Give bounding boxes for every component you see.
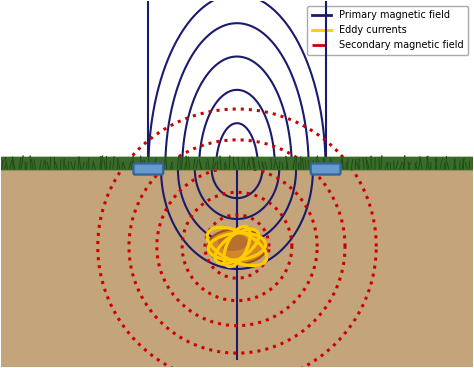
FancyBboxPatch shape xyxy=(311,164,340,174)
FancyBboxPatch shape xyxy=(311,164,340,174)
Legend: Primary magnetic field, Eddy currents, Secondary magnetic field: Primary magnetic field, Eddy currents, S… xyxy=(307,6,468,55)
Bar xyxy=(0,158,474,169)
FancyBboxPatch shape xyxy=(134,164,163,174)
Bar xyxy=(0,0,474,159)
Ellipse shape xyxy=(208,229,266,264)
Bar xyxy=(0,158,474,169)
Ellipse shape xyxy=(218,234,247,251)
FancyBboxPatch shape xyxy=(134,164,163,174)
Bar xyxy=(0,159,474,367)
